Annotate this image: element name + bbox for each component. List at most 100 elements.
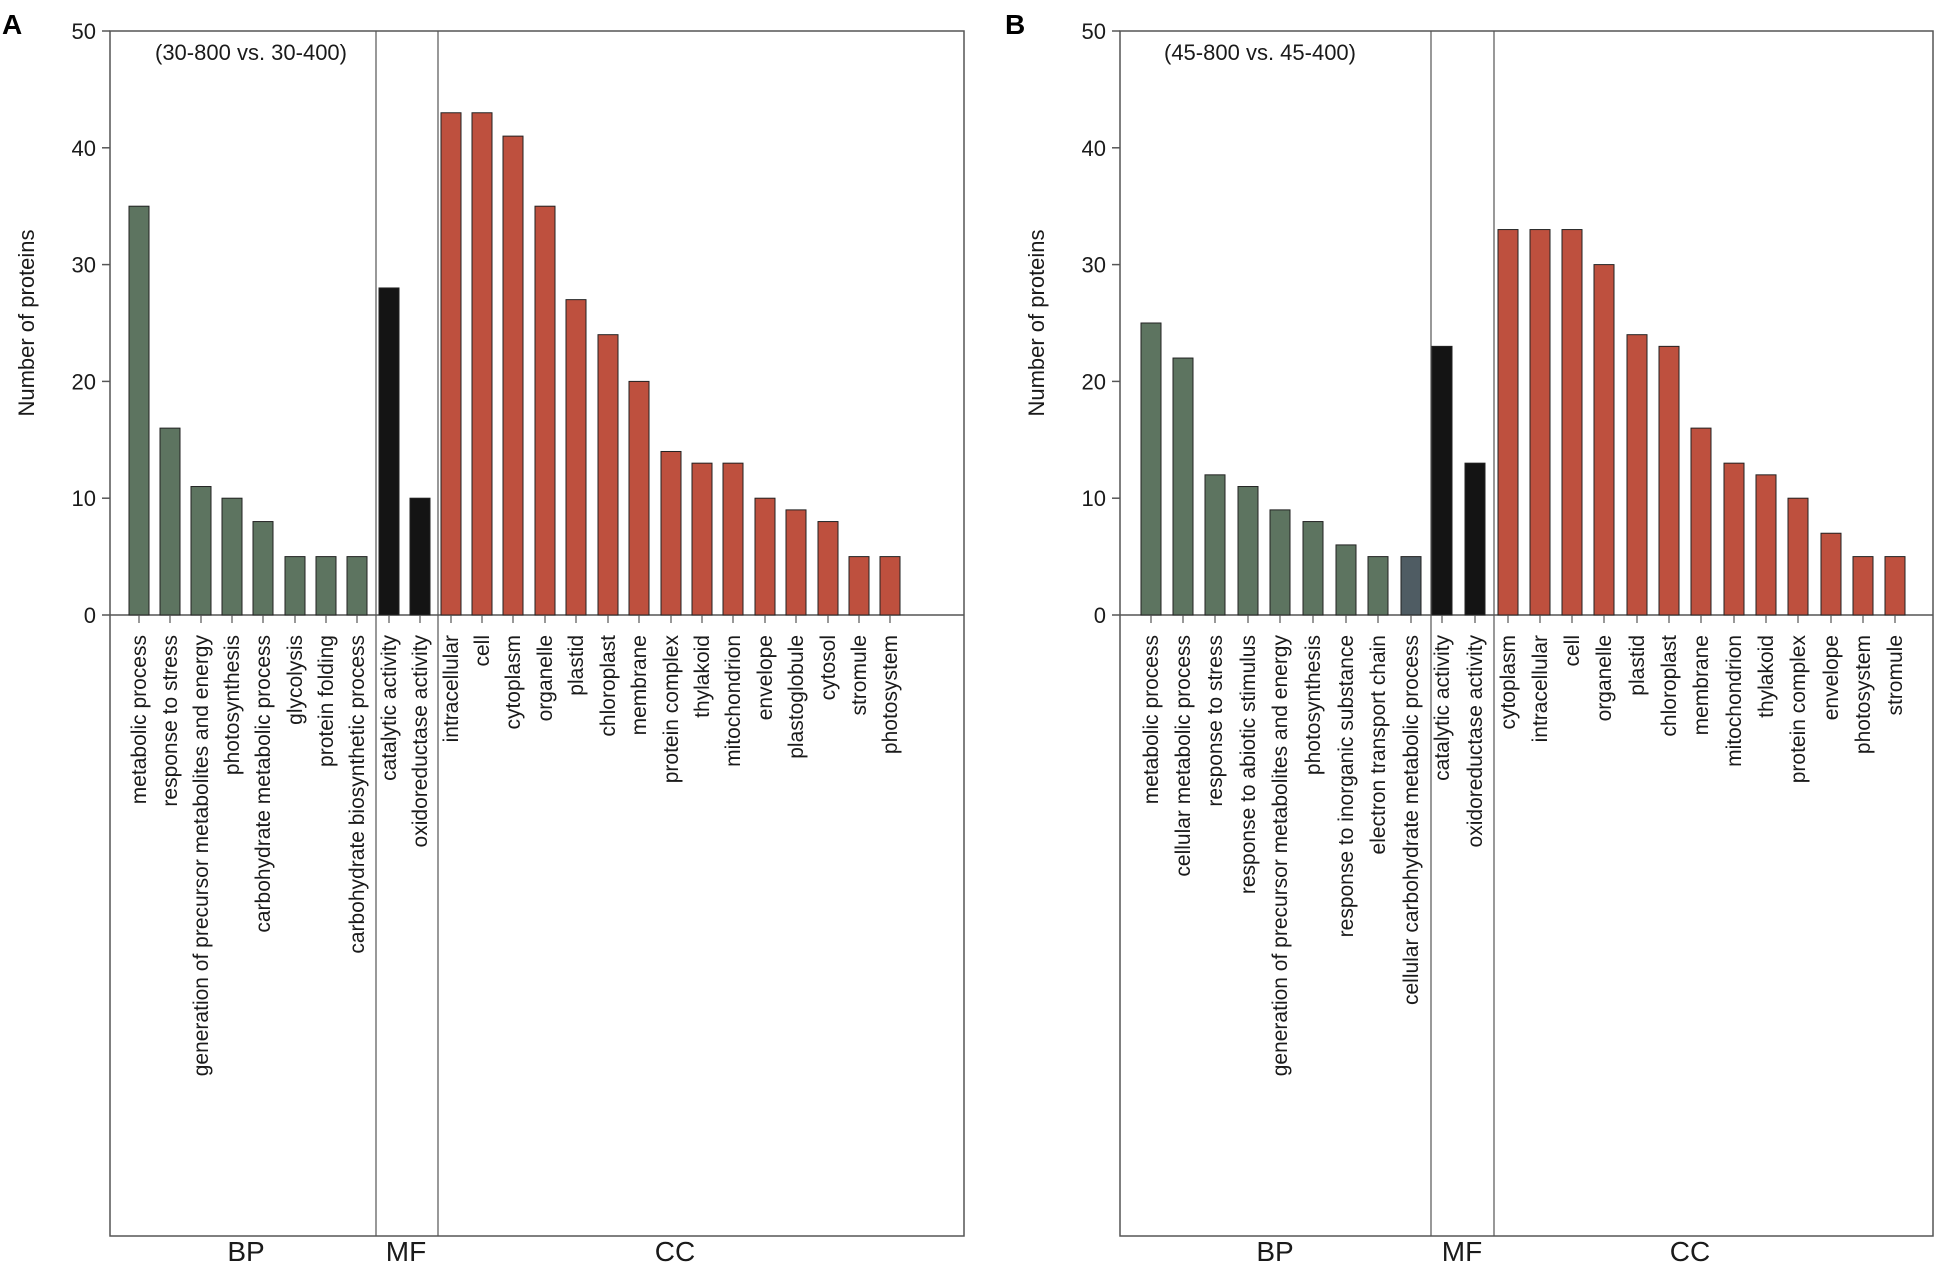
bar — [1464, 462, 1486, 616]
bar — [1561, 229, 1583, 616]
y-tick-label: 20 — [72, 369, 96, 394]
y-axis-title: Number of proteins — [14, 229, 39, 416]
category-label: thylakoid — [1755, 635, 1778, 718]
category-label: response to stress — [1204, 635, 1227, 807]
bar — [502, 135, 524, 616]
category-label: glycolysis — [284, 635, 307, 725]
bar — [1690, 427, 1712, 616]
bar — [1884, 556, 1906, 616]
plot-frame — [1119, 30, 1934, 1237]
panel-letter: A — [2, 9, 22, 40]
category-label: organelle — [534, 635, 557, 721]
bar — [252, 521, 274, 616]
chart-panel-a: A 0 10 20 30 40 50 Number of proteins (30-800 vs… — [2, 9, 965, 1267]
bar — [785, 509, 807, 616]
y-tick-label: 50 — [72, 19, 96, 44]
bar — [754, 497, 776, 616]
category-label: cytoplasm — [502, 635, 525, 730]
category-label: envelope — [1820, 635, 1843, 720]
bar — [534, 205, 556, 616]
y-tick-label: 30 — [1082, 253, 1106, 278]
group-label-mf: MF — [1442, 1236, 1482, 1267]
bar — [346, 556, 368, 616]
group-label-cc: CC — [1670, 1236, 1710, 1267]
bar — [221, 497, 243, 616]
bar — [1269, 509, 1291, 616]
category-label: plastid — [1626, 635, 1649, 696]
category-label: membrane — [1690, 635, 1713, 735]
category-label: chloroplast — [1658, 635, 1681, 737]
bar — [1140, 322, 1162, 616]
category-label: mitochondrion — [722, 635, 745, 767]
y-tick-label: 40 — [1082, 136, 1106, 161]
category-label: carbohydrate biosynthetic process — [346, 635, 369, 954]
bar — [315, 556, 337, 616]
group-label-bp: BP — [227, 1236, 264, 1267]
bar — [284, 556, 306, 616]
category-label: protein folding — [315, 635, 338, 767]
bar — [817, 521, 839, 616]
bar — [1204, 474, 1226, 616]
category-label: metabolic process — [128, 635, 151, 804]
category-label: photosynthesis — [221, 635, 244, 775]
chart-panel-b: B 0 10 20 30 40 50 Number of proteins (45-800 vs… — [1005, 9, 1934, 1267]
category-label: cytosol — [817, 635, 840, 700]
category-label: generation of precursor metabolites and … — [190, 635, 213, 1077]
group-label-mf: MF — [386, 1236, 426, 1267]
bar — [471, 112, 493, 616]
category-label: intracellular — [440, 635, 463, 742]
category-label: carbohydrate metabolic process — [252, 635, 275, 933]
panel-letter: B — [1005, 9, 1025, 40]
y-tick-label: 30 — [72, 253, 96, 278]
category-label: generation of precursor metabolites and … — [1269, 635, 1292, 1077]
category-label: photosystem — [1852, 635, 1875, 754]
category-label: cytoplasm — [1497, 635, 1520, 730]
y-axis-title: Number of proteins — [1024, 229, 1049, 416]
category-label: stromule — [848, 635, 871, 716]
bar — [1787, 497, 1809, 616]
bar — [409, 497, 431, 616]
category-label: response to abiotic stimulus — [1237, 635, 1260, 894]
bar — [1302, 521, 1324, 616]
category-label: mitochondrion — [1723, 635, 1746, 767]
bar — [1497, 229, 1519, 616]
bar — [1755, 474, 1777, 616]
bar — [1367, 556, 1389, 616]
bar — [190, 486, 212, 616]
category-label: oxidoreductase activity — [409, 635, 432, 848]
y-tick-label: 0 — [84, 603, 96, 628]
category-label: envelope — [754, 635, 777, 720]
y-tick-label: 20 — [1082, 369, 1106, 394]
category-label: membrane — [628, 635, 651, 735]
bar — [378, 287, 400, 616]
category-label: photosystem — [879, 635, 902, 754]
category-label: electron transport chain — [1367, 635, 1390, 854]
category-label: stromule — [1884, 635, 1907, 716]
category-label: cell — [471, 635, 494, 667]
category-label: organelle — [1593, 635, 1616, 721]
bar — [1172, 357, 1194, 616]
bar — [565, 299, 587, 616]
category-label: oxidoreductase activity — [1464, 635, 1487, 848]
bar — [1820, 532, 1842, 616]
category-label: catalytic activity — [1431, 635, 1454, 781]
bar — [1593, 264, 1615, 616]
y-tick-label: 0 — [1094, 603, 1106, 628]
bar — [660, 450, 682, 616]
y-tick-label: 40 — [72, 136, 96, 161]
bar — [597, 334, 619, 616]
bar — [848, 556, 870, 616]
group-label-cc: CC — [655, 1236, 695, 1267]
category-label: cell — [1561, 635, 1584, 667]
bar — [1431, 345, 1453, 616]
category-label: plastid — [565, 635, 588, 696]
bar — [1626, 334, 1648, 616]
category-label: protein complex — [660, 635, 683, 784]
plot-frame — [109, 30, 965, 1237]
bar — [440, 112, 462, 616]
category-label: intracellular — [1529, 635, 1552, 742]
bar — [722, 462, 744, 616]
y-tick-label: 10 — [72, 486, 96, 511]
category-label: response to stress — [159, 635, 182, 807]
